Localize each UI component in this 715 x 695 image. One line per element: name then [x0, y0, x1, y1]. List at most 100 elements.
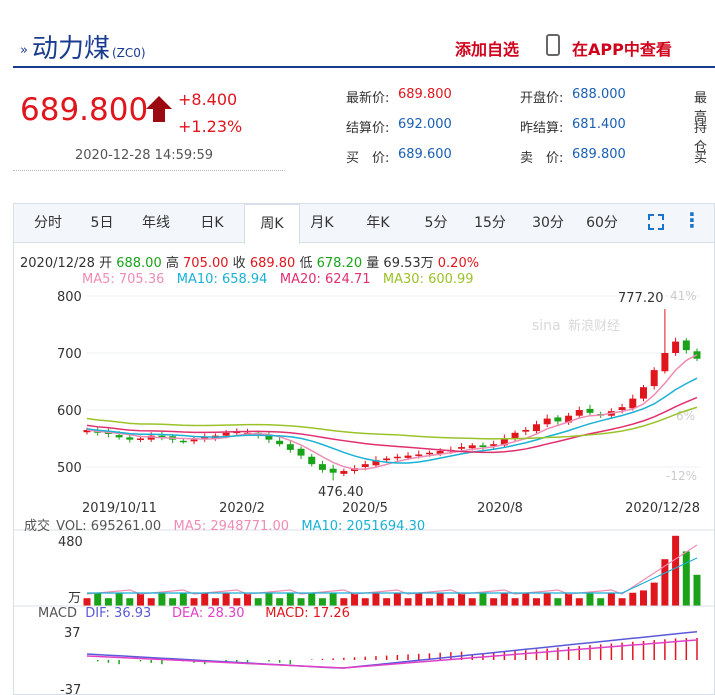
ma30-label: MA30: 600.99: [382, 272, 474, 287]
quote-field-label: 结算价:: [346, 121, 390, 136]
volume-bar: [329, 592, 337, 606]
volume-bar: [661, 559, 669, 606]
candle-body: [404, 455, 412, 458]
volume-bar: [104, 598, 112, 606]
y-tick-label: 800: [57, 290, 82, 305]
contract-code: (ZC0): [111, 46, 146, 60]
quote-field-value: 689.600: [398, 147, 452, 162]
volume-value: 69.53万: [383, 256, 434, 271]
quote-field-label: 卖 价:: [520, 151, 564, 166]
candle-body: [661, 353, 669, 372]
candle-body: [436, 451, 444, 454]
candle-body: [329, 468, 337, 473]
volume-bar: [286, 592, 294, 606]
volume-ma5-line: [86, 544, 698, 595]
volume-bar: [597, 598, 605, 606]
candle-body: [297, 448, 305, 456]
quote-field-value: 692.000: [398, 117, 452, 132]
quote-field-value: 689.800: [398, 87, 452, 102]
open-value: 688.00: [116, 256, 162, 271]
open-in-app-button[interactable]: 在APP中查看: [572, 40, 672, 59]
open-label: 开: [99, 256, 113, 271]
ma20-label: MA20: 624.71: [279, 272, 371, 287]
volume-bar: [340, 598, 348, 606]
volume-bar: [672, 535, 680, 606]
candle-body: [554, 417, 562, 422]
macd-axis-label: -37: [60, 683, 81, 695]
tab-分时[interactable]: 分时: [34, 215, 62, 231]
ma30-line: [86, 406, 698, 440]
volume-bar: [372, 592, 380, 606]
low-value: 678.20: [316, 256, 363, 271]
candle-body: [190, 439, 198, 442]
quote-field-value: 688.000: [572, 87, 626, 102]
volume-bar: [222, 592, 230, 606]
volume-bar: [490, 598, 498, 606]
quote-field-label: 开盘价:: [520, 91, 564, 106]
fullscreen-icon[interactable]: [648, 214, 664, 230]
volume-bar: [500, 592, 508, 606]
macd-legend: MACD DIF: 36.93 DEA: 28.30 MACD: 17.26: [38, 606, 350, 621]
quote-field-value: 681.400: [572, 117, 626, 132]
volume-bar: [297, 598, 305, 606]
tab-5分[interactable]: 5分: [424, 215, 448, 231]
tab-5日[interactable]: 5日: [90, 215, 114, 231]
volume-bar: [361, 598, 369, 606]
header-divider: [13, 66, 715, 68]
header: » 动力煤 (ZC0) 添加自选 在APP中查看: [0, 0, 715, 68]
tab-15分[interactable]: 15分: [474, 215, 506, 231]
volume-bar: [137, 592, 145, 606]
tab-年线[interactable]: 年线: [142, 215, 170, 231]
change-percent: +1.23%: [178, 117, 243, 136]
candle-body: [490, 444, 498, 446]
volume-bar: [233, 598, 241, 606]
quote-field-label: 最新价:: [346, 91, 390, 106]
candle-body: [511, 432, 519, 439]
volume-bar: [532, 598, 540, 606]
tab-30分[interactable]: 30分: [532, 215, 564, 231]
candle-body: [532, 424, 540, 432]
quote-field-label: 持仓: [694, 121, 708, 155]
ma5-line: [86, 354, 698, 470]
candle-body: [522, 429, 530, 432]
tab-周K[interactable]: 周K: [244, 204, 300, 244]
candle-body: [126, 437, 134, 440]
candle-body: [425, 452, 433, 455]
add-favorite-button[interactable]: 添加自选: [455, 40, 520, 59]
more-icon[interactable]: ⋮: [682, 208, 702, 232]
candle-body: [458, 447, 466, 449]
volume-bar: [522, 592, 530, 606]
x-tick-label: 2019/10/11: [82, 501, 157, 516]
arrow-up-icon: [146, 96, 172, 122]
volume-bar: [244, 592, 252, 606]
candle-body: [340, 470, 348, 474]
volume-section-label: 成交: [24, 519, 51, 534]
x-tick-label: 2020/12/28: [625, 501, 700, 516]
divider: [13, 170, 285, 171]
latest-price: 689.800: [20, 92, 149, 128]
x-tick-label: 2020/8: [477, 501, 523, 516]
candle-body: [383, 458, 391, 461]
max-price-label: 777.20: [618, 291, 664, 306]
tab-60分[interactable]: 60分: [586, 215, 618, 231]
ma-legend: MA5: 705.36 MA10: 658.94 MA20: 624.71 MA…: [82, 272, 474, 287]
volume-bar: [565, 592, 573, 606]
volume-bar: [618, 598, 626, 606]
tab-日K[interactable]: 日K: [200, 215, 224, 231]
volume-bar: [254, 598, 262, 606]
candle-body: [565, 415, 573, 423]
volume-bar: [468, 598, 476, 606]
kline-info: 2020/12/28 开 688.00 高 705.00 收 689.80 低 …: [20, 252, 479, 271]
ma10-label: MA10: 658.94: [176, 272, 268, 287]
candle-body: [500, 438, 508, 446]
candle-body: [308, 456, 316, 465]
tab-月K[interactable]: 月K: [310, 215, 334, 231]
tab-年K[interactable]: 年K: [366, 215, 390, 231]
volume-bar: [318, 598, 326, 606]
y-tick-label: 600: [57, 404, 82, 419]
pct-tick-label: 41%: [670, 289, 697, 303]
candle-body: [83, 429, 91, 433]
volume-bar: [211, 598, 219, 606]
candle-body: [672, 341, 680, 353]
